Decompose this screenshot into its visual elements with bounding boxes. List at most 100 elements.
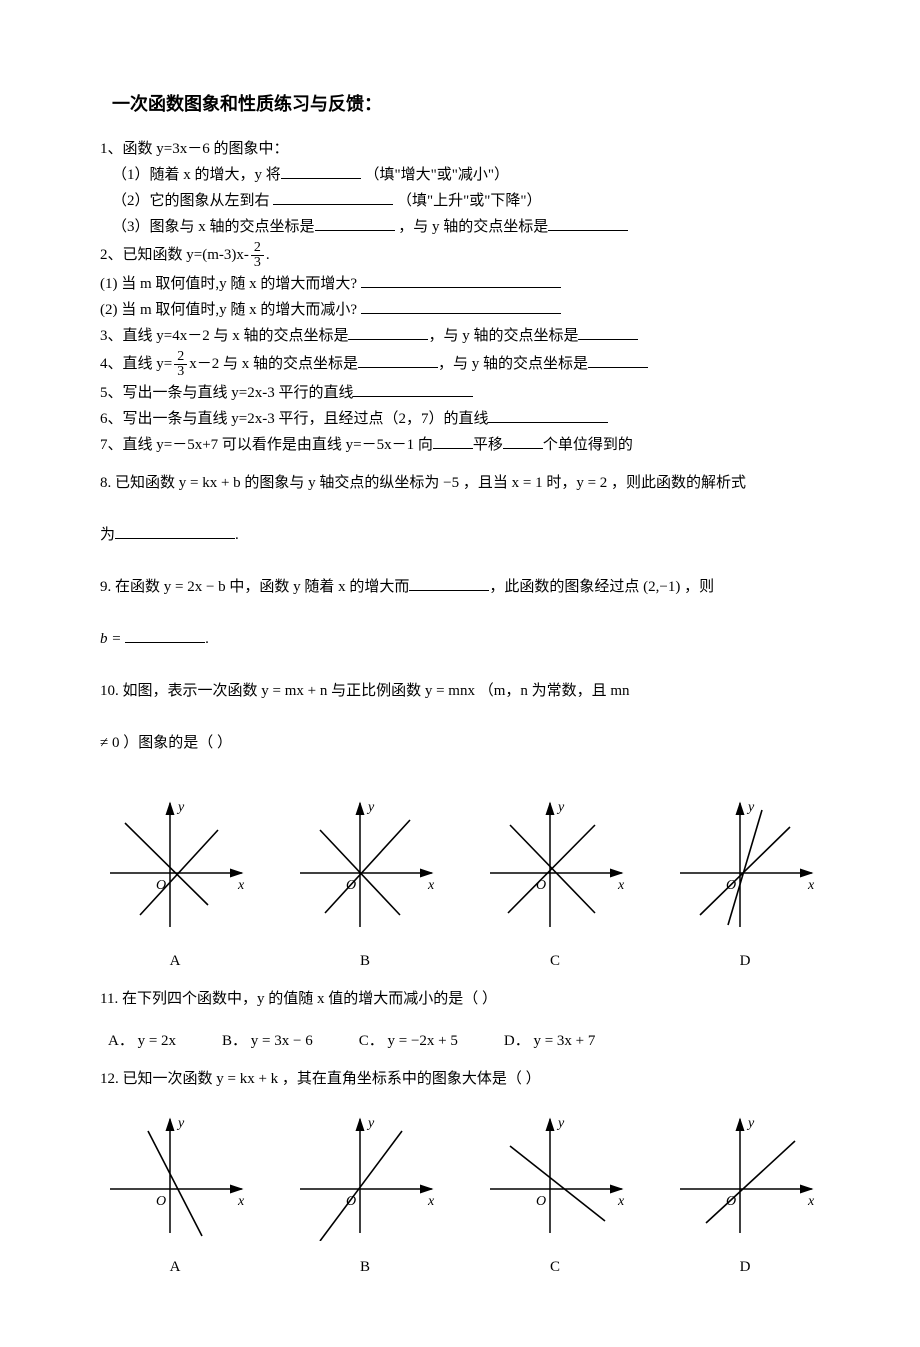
blank[interactable] — [578, 324, 638, 340]
q7-post: 个单位得到的 — [543, 437, 633, 453]
graph-label: D — [670, 1255, 820, 1279]
blank[interactable] — [281, 163, 361, 179]
q3: 3、直线 y=4x－2 与 x 轴的交点坐标是 ，与 y 轴的交点坐标是 — [100, 324, 820, 348]
blank[interactable] — [488, 407, 608, 423]
fraction: 23 — [174, 350, 187, 379]
q1-p3-mid: ，与 y 轴的交点坐标是 — [398, 219, 548, 235]
blank[interactable] — [125, 627, 205, 643]
svg-text:O: O — [156, 878, 166, 893]
blank[interactable] — [588, 352, 648, 368]
svg-text:y: y — [556, 1116, 565, 1131]
svg-text:y: y — [556, 800, 565, 815]
blank[interactable] — [353, 381, 473, 397]
q12-stem: 12. 已知一次函数 y = kx + k ，其在直角坐标系中的图象大体是（ ） — [100, 1067, 820, 1091]
q9-line1: 9. 在函数 y = 2x − b 中，函数 y 随着 x 的增大而，此函数的图… — [100, 575, 820, 599]
choice-A[interactable]: A． y = 2x — [108, 1029, 176, 1053]
graph-label: B — [290, 1255, 440, 1279]
choice-D[interactable]: D． y = 3x + 7 — [504, 1029, 596, 1053]
q11-choices: A． y = 2x B． y = 3x − 6 C． y = −2x + 5 D… — [108, 1029, 820, 1053]
blank[interactable] — [273, 189, 393, 205]
q1-p2-post: （填"上升"或"下降"） — [397, 193, 542, 209]
q9-line2: b = . — [100, 627, 820, 651]
graph-svg: xyO — [670, 795, 820, 935]
q1-stem: 1、函数 y=3x－6 的图象中： — [100, 137, 820, 161]
frac-den: 3 — [174, 365, 187, 379]
svg-text:x: x — [617, 878, 625, 893]
svg-text:x: x — [807, 1194, 815, 1209]
q8-line2-post: . — [235, 527, 239, 543]
q5-text: 5、写出一条与直线 y=2x-3 平行的直线 — [100, 385, 353, 401]
q4: 4、直线 y=23x－2 与 x 轴的交点坐标是 ，与 y 轴的交点坐标是 — [100, 350, 820, 379]
q2-stem-pre: 2、已知函数 y=(m-3)x- — [100, 247, 249, 263]
blank[interactable] — [361, 272, 561, 288]
q11-stem: 11. 在下列四个函数中，y 的值随 x 值的增大而减小的是（ ） — [100, 987, 820, 1011]
frac-num: 2 — [251, 241, 264, 256]
graph-label: A — [100, 949, 250, 973]
q1-p1: （1）随着 x 的增大，y 将 （填"增大"或"减小"） — [112, 163, 820, 187]
choice-B[interactable]: B． y = 3x − 6 — [222, 1029, 313, 1053]
svg-text:y: y — [746, 1116, 755, 1131]
choice-C[interactable]: C． y = −2x + 5 — [359, 1029, 458, 1053]
svg-text:y: y — [176, 1116, 185, 1131]
blank[interactable] — [433, 433, 473, 449]
blank[interactable] — [348, 324, 428, 340]
q7: 7、直线 y=－5x+7 可以看作是由直线 y=－5x－1 向平移个单位得到的 — [100, 433, 820, 457]
graph-svg: xyO — [670, 1111, 820, 1241]
blank[interactable] — [358, 352, 438, 368]
svg-text:x: x — [617, 1194, 625, 1209]
graph-svg: x y O — [100, 795, 250, 935]
q6-text: 6、写出一条与直线 y=2x-3 平行，且经过点（2，7）的直线 — [100, 411, 488, 427]
blank[interactable] — [115, 523, 235, 539]
q8-line2-pre: 为 — [100, 527, 115, 543]
q10-line2: ≠ 0 ）图象的是（ ） — [100, 731, 820, 755]
graph-label: C — [480, 1255, 630, 1279]
q9-mid: ，此函数的图象经过点 (2,−1) ，则 — [489, 579, 714, 595]
svg-text:x: x — [807, 878, 815, 893]
q9-b-post: . — [205, 631, 209, 647]
svg-text:O: O — [536, 1194, 546, 1209]
q12-graph-B: xyO B — [290, 1111, 440, 1279]
blank[interactable] — [548, 215, 628, 231]
q4-after-frac: x－2 与 x 轴的交点坐标是 — [189, 356, 358, 372]
q2-p2: (2) 当 m 取何值时,y 随 x 的增大而减小? — [100, 298, 820, 322]
q12-graph-A: xyO A — [100, 1111, 250, 1279]
q3-mid: ，与 y 轴的交点坐标是 — [428, 328, 578, 344]
q1-p3-pre: （3）图象与 x 轴的交点坐标是 — [112, 219, 315, 235]
q4-mid: ，与 y 轴的交点坐标是 — [438, 356, 588, 372]
q2-stem-post: . — [266, 247, 270, 263]
blank[interactable] — [315, 215, 395, 231]
page-title: 一次函数图象和性质练习与反馈： — [112, 90, 820, 119]
q10-graph-B: xyO B — [290, 795, 440, 973]
q3-pre: 3、直线 y=4x－2 与 x 轴的交点坐标是 — [100, 328, 348, 344]
q5: 5、写出一条与直线 y=2x-3 平行的直线 — [100, 381, 820, 405]
q12-graphs: xyO A xyO B xyO C xyO D — [100, 1111, 820, 1279]
q7-pre: 7、直线 y=－5x+7 可以看作是由直线 y=－5x－1 向 — [100, 437, 433, 453]
q2-p1-text: (1) 当 m 取何值时,y 随 x 的增大而增大? — [100, 276, 361, 292]
q10-line1: 10. 如图，表示一次函数 y = mx + n 与正比例函数 y = mnx … — [100, 679, 820, 703]
graph-svg: x y O — [480, 1111, 630, 1241]
q4-pre: 4、直线 y= — [100, 356, 172, 372]
svg-text:x: x — [237, 878, 245, 893]
graph-svg: xyO — [290, 795, 440, 935]
q1-p2-pre: （2）它的图象从左到右 — [112, 193, 273, 209]
q1-p1-pre: （1）随着 x 的增大，y 将 — [112, 167, 281, 183]
blank[interactable] — [361, 298, 561, 314]
svg-text:x: x — [237, 1194, 245, 1209]
graph-label: D — [670, 949, 820, 973]
q10-graph-A: x y O A — [100, 795, 250, 973]
graph-svg: xyO — [480, 795, 630, 935]
svg-text:y: y — [176, 800, 185, 815]
graph-svg: xyO — [290, 1111, 440, 1241]
fraction: 23 — [251, 241, 264, 270]
svg-text:y: y — [366, 800, 375, 815]
q1-p3: （3）图象与 x 轴的交点坐标是 ，与 y 轴的交点坐标是 — [112, 215, 820, 239]
svg-text:x: x — [427, 1194, 435, 1209]
blank[interactable] — [409, 575, 489, 591]
q2-stem: 2、已知函数 y=(m-3)x-23. — [100, 241, 820, 270]
q1-p1-post: （填"增大"或"减小"） — [365, 167, 510, 183]
q12-graph-C: x y O C — [480, 1111, 630, 1279]
q10-graph-D: xyO D — [670, 795, 820, 973]
graph-label: C — [480, 949, 630, 973]
blank[interactable] — [503, 433, 543, 449]
graph-label: A — [100, 1255, 250, 1279]
